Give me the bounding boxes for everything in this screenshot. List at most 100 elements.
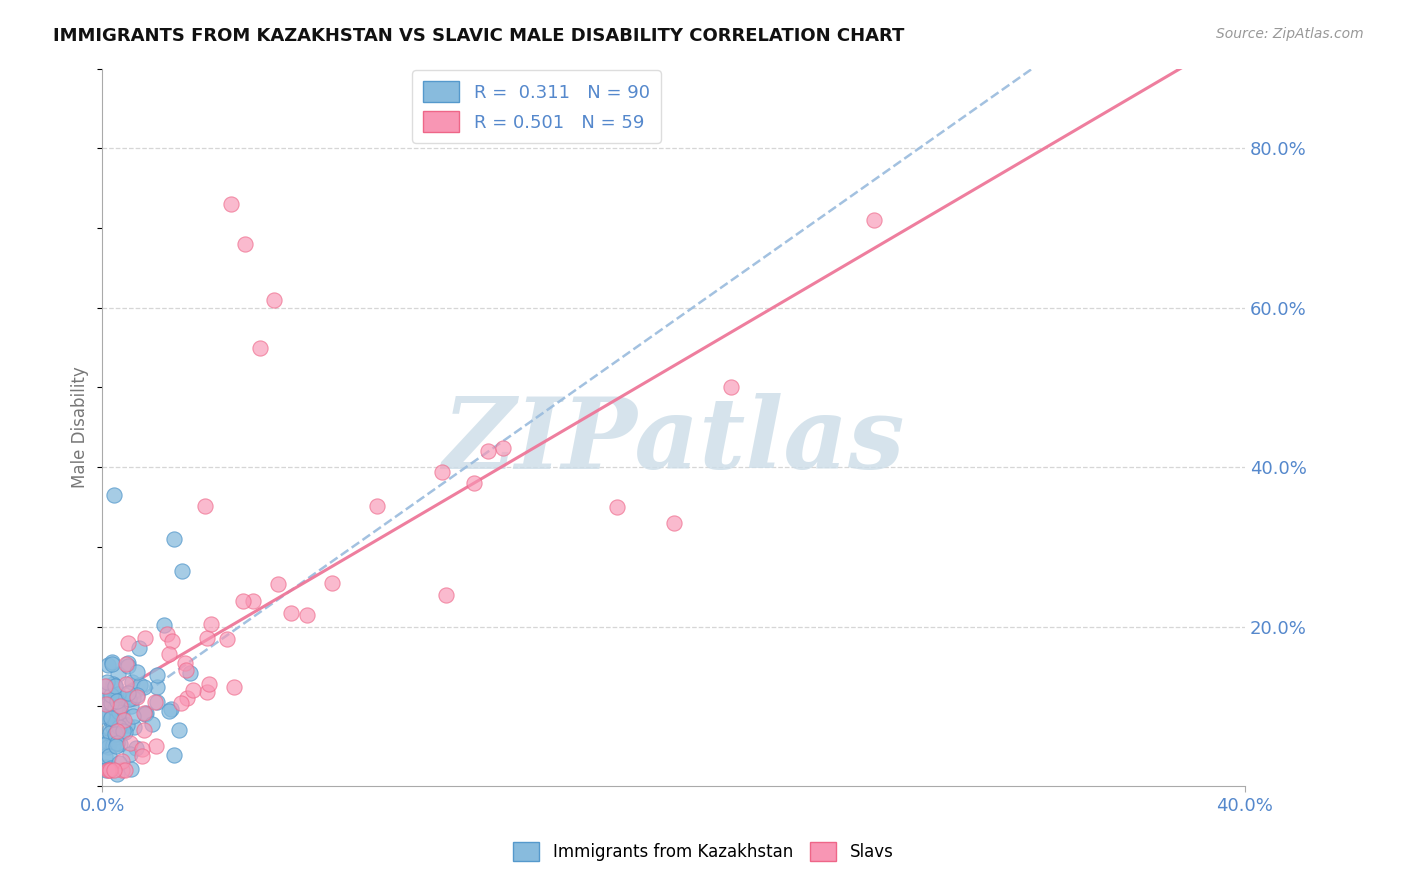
Point [105,689,128,703]
Point [174,657,197,671]
Point [263,293,285,307]
Point [107,723,129,738]
Point [233,236,256,251]
Point [91,708,114,723]
Point [463,476,485,491]
Point [146,695,169,709]
Point [97,763,120,777]
Point [94,679,117,693]
Point [492,442,515,456]
Point [97,748,120,763]
Point [118,736,141,750]
Point [111,723,134,738]
Point [93,748,115,763]
Point [134,706,156,721]
Legend: Immigrants from Kazakhstan, Slavs: Immigrants from Kazakhstan, Slavs [506,835,900,868]
Point [104,713,127,727]
Point [105,694,128,708]
Point [103,693,125,707]
Point [101,738,124,752]
Point [219,197,242,211]
Point [156,627,179,641]
Point [121,699,143,714]
Point [132,723,155,738]
Point [98,713,121,727]
Point [143,695,166,709]
Point [232,594,254,608]
Text: Source: ZipAtlas.com: Source: ZipAtlas.com [1216,27,1364,41]
Point [107,667,129,681]
Point [104,679,127,693]
Point [194,499,217,513]
Point [114,725,136,739]
Point [128,640,150,655]
Point [125,740,148,755]
Point [132,680,155,694]
Point [105,739,128,754]
Point [108,698,131,713]
Point [662,516,685,530]
Point [430,465,453,479]
Point [157,704,180,718]
Point [108,692,131,706]
Point [117,656,139,670]
Point [114,657,136,671]
Point [176,690,198,705]
Point [93,693,115,707]
Point [280,607,302,621]
Y-axis label: Male Disability: Male Disability [72,367,89,488]
Point [121,674,143,689]
Point [108,706,131,720]
Point [101,677,124,691]
Point [125,690,148,704]
Point [141,716,163,731]
Point [105,735,128,749]
Point [267,577,290,591]
Point [114,677,136,691]
Point [120,762,142,776]
Point [117,636,139,650]
Point [434,588,457,602]
Point [172,564,194,578]
Point [111,706,134,721]
Point [157,647,180,661]
Point [96,675,118,690]
Point [117,686,139,700]
Point [108,738,131,752]
Point [134,632,156,646]
Point [96,698,118,712]
Point [97,658,120,673]
Point [160,634,183,648]
Point [91,687,114,701]
Text: ZIPatlas: ZIPatlas [443,393,905,490]
Point [145,667,167,681]
Point [93,733,115,747]
Point [118,692,141,706]
Legend: R =  0.311   N = 90, R = 0.501   N = 59: R = 0.311 N = 90, R = 0.501 N = 59 [412,70,661,143]
Point [132,706,155,721]
Point [295,607,318,622]
Point [97,740,120,755]
Point [145,739,167,753]
Point [110,696,132,710]
Point [104,679,127,693]
Point [104,727,127,741]
Point [321,575,343,590]
Point [862,213,884,227]
Point [114,763,136,777]
Point [176,664,198,678]
Point [111,754,134,768]
Point [107,714,129,729]
Point [101,657,124,671]
Point [146,680,169,694]
Point [125,665,148,680]
Point [117,659,139,673]
Point [198,677,221,691]
Point [152,617,174,632]
Point [101,656,124,670]
Point [98,763,121,777]
Point [606,500,628,514]
Point [224,680,246,694]
Point [122,720,145,734]
Point [112,717,135,731]
